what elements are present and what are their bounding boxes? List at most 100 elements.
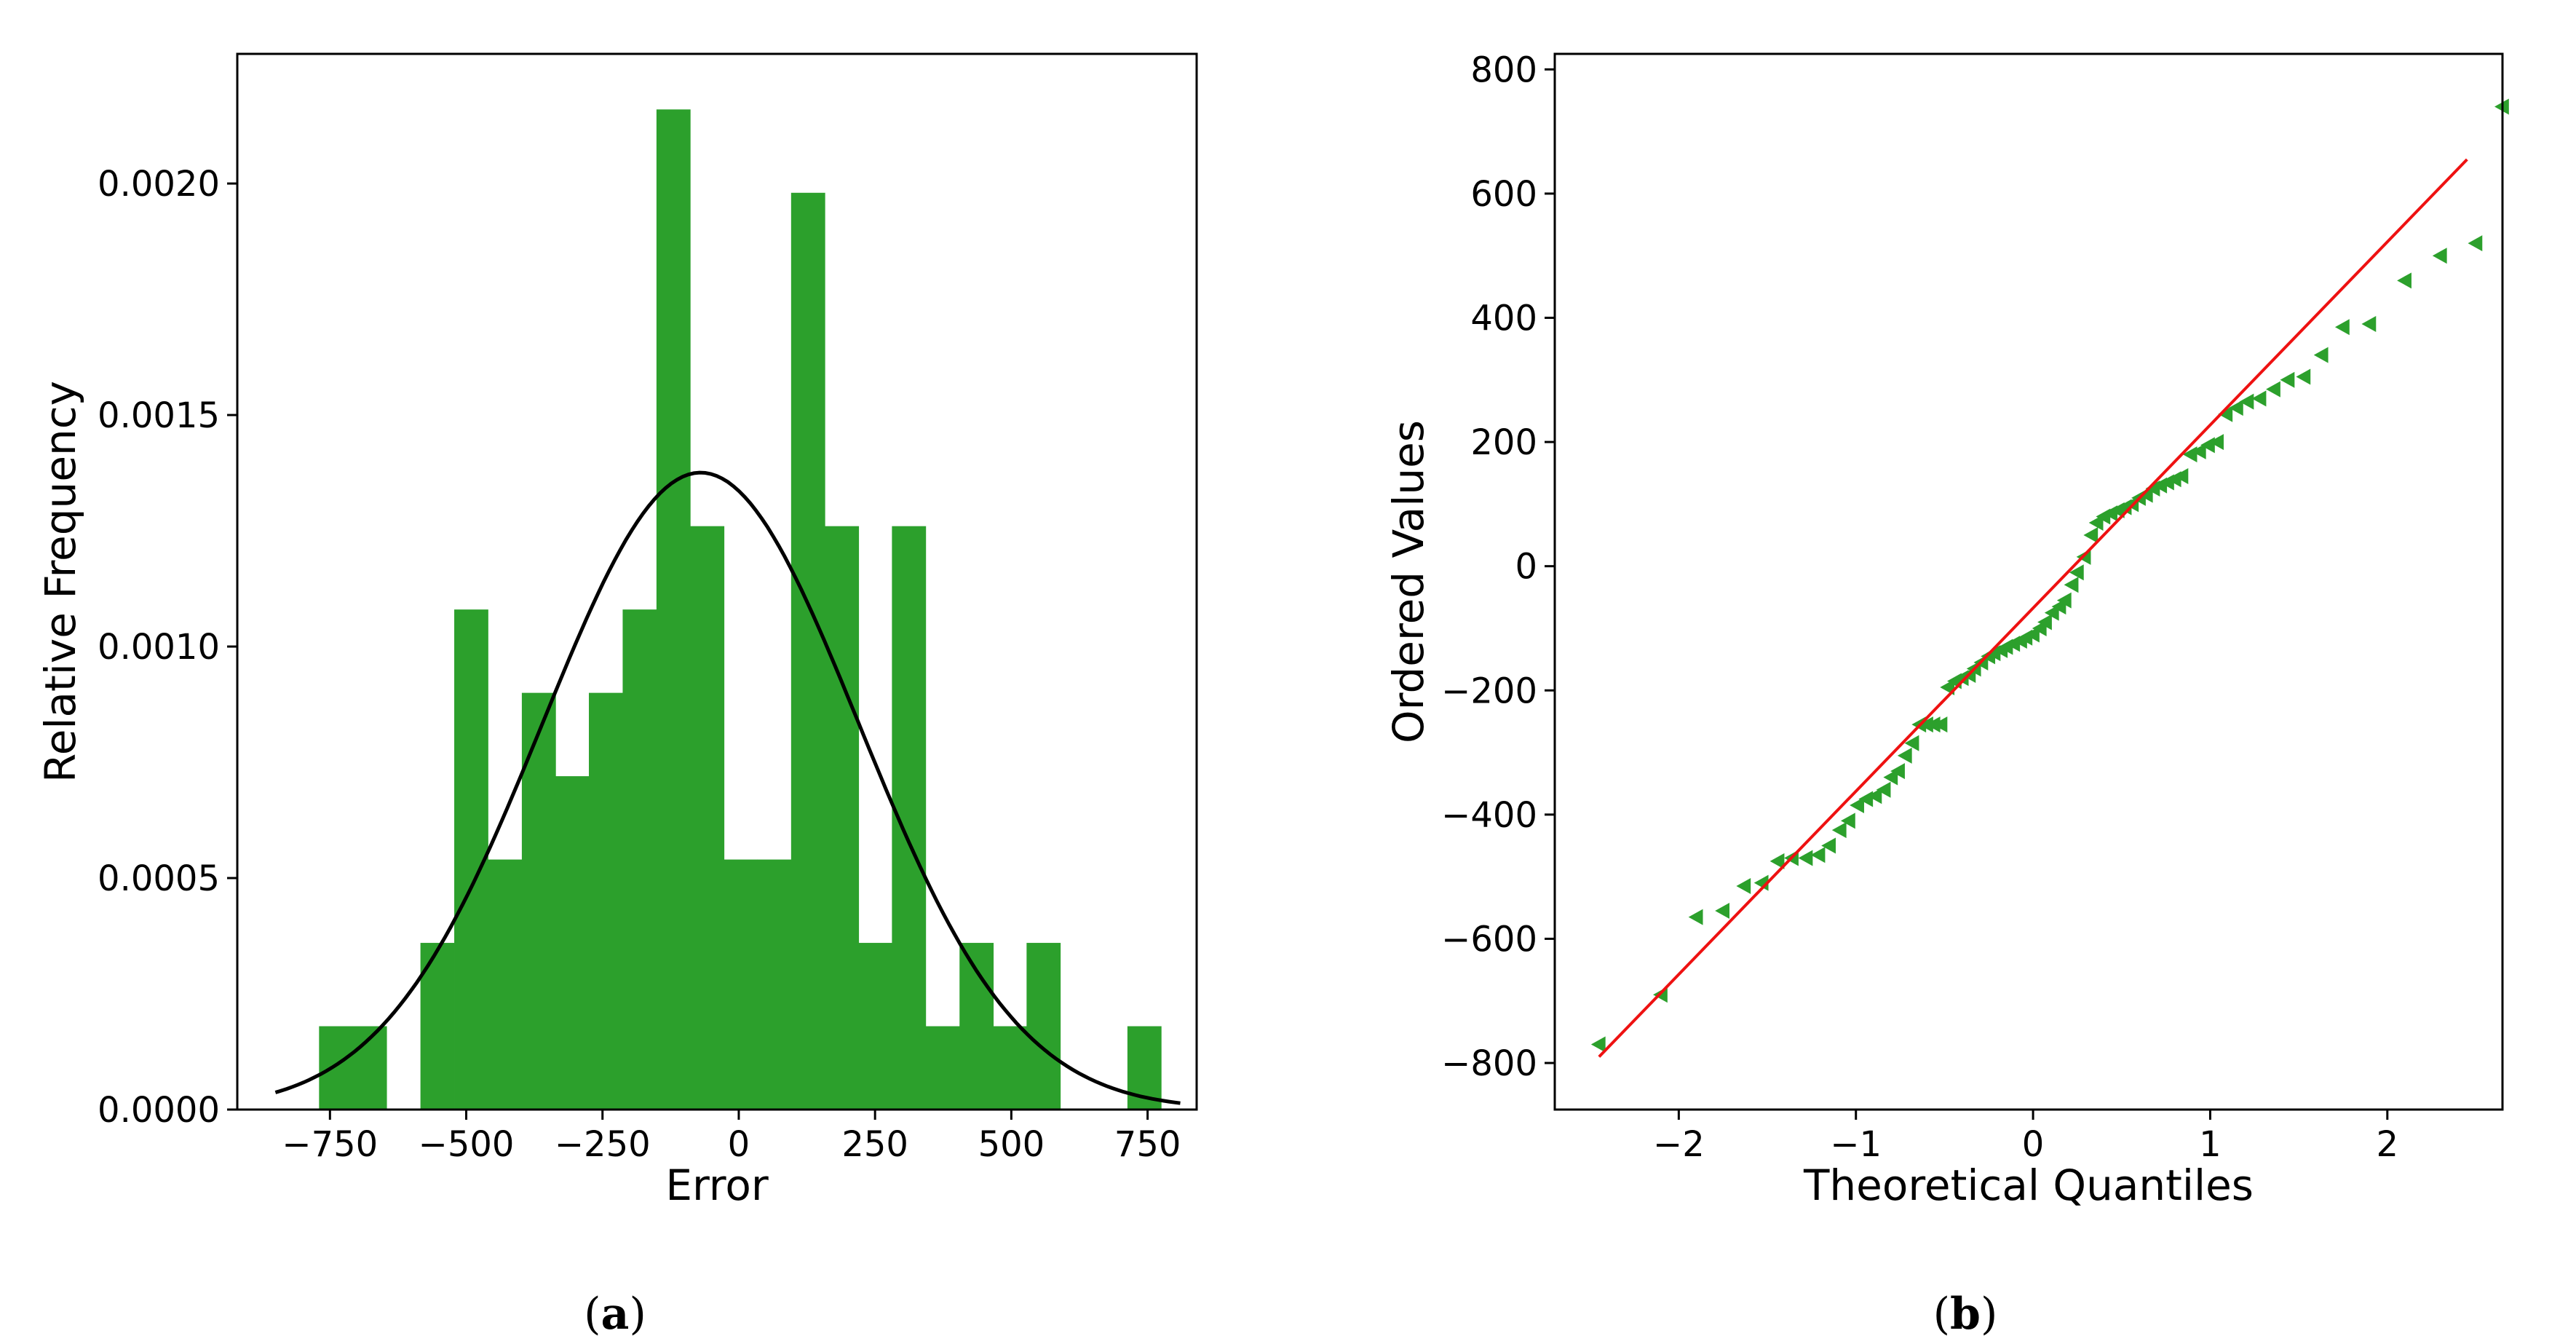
qq-point: [1715, 903, 1729, 920]
qq-point: [2044, 604, 2059, 621]
qq-x-ticks: −2 −1 0 1 2: [1653, 1110, 2398, 1165]
qq-point: [1890, 763, 1905, 780]
histogram-bar: [790, 192, 825, 1110]
histogram-bar: [319, 1026, 354, 1110]
histogram-bar: [488, 859, 523, 1110]
qq-point: [1798, 850, 1813, 866]
qq-y-tick-label: −800: [1441, 1043, 1537, 1084]
histogram-bar: [925, 1026, 960, 1110]
qq-point: [1831, 822, 1847, 839]
histogram-bar: [757, 859, 792, 1110]
histogram-x-tick-label: 250: [841, 1124, 908, 1165]
qq-point: [1821, 837, 1836, 854]
histogram-x-tick-label: −500: [419, 1124, 515, 1165]
qq-point: [1876, 781, 1891, 798]
normal-fit-curve: [274, 470, 1181, 1105]
qq-reference-line: [1598, 158, 2468, 1058]
histogram-bar: [992, 1026, 1027, 1110]
histogram-y-tick-label: 0.0020: [98, 164, 220, 205]
histogram-y-ticks: 0.0000 0.0005 0.0010 0.0015 0.0020: [98, 164, 237, 1131]
qq-point: [2173, 468, 2189, 484]
qq-point: [2138, 486, 2153, 503]
qq-point: [2056, 592, 2072, 609]
histogram-frame: [236, 52, 1198, 1111]
qq-point: [1897, 747, 1912, 764]
qq-point: [2266, 381, 2280, 398]
qq-point: [2124, 496, 2139, 513]
qq-point: [2296, 368, 2311, 385]
qq-plot-area: [1590, 98, 2509, 1058]
qq-point: [2228, 400, 2243, 416]
qq-y-tick-label: 400: [1470, 299, 1537, 339]
qq-point: [1810, 847, 1826, 863]
histogram-bar: [825, 526, 860, 1110]
qq-point: [2209, 434, 2224, 451]
histogram-bar: [589, 692, 623, 1110]
histogram-bar: [690, 526, 725, 1110]
histogram-bar: [656, 109, 691, 1110]
qq-point: [2025, 626, 2040, 643]
qq-y-tick-label: 600: [1470, 174, 1537, 215]
histogram-bar: [622, 609, 657, 1110]
histogram-bar: [555, 776, 590, 1110]
qq-point: [1736, 877, 1751, 894]
qq-x-tick-label: −1: [1830, 1124, 1882, 1165]
panel-label-b: (b): [1933, 1289, 1998, 1340]
qq-point: [2397, 272, 2411, 289]
qq-point: [1933, 716, 1948, 733]
qq-point: [2088, 514, 2104, 531]
qq-point: [1867, 788, 1882, 805]
histogram-y-tick-label: 0.0000: [98, 1090, 220, 1131]
histogram-y-tick-label: 0.0015: [98, 395, 220, 436]
histogram-x-ticks: −750 −500 −250 0 250 500 750: [282, 1110, 1181, 1165]
qq-point: [2432, 248, 2447, 264]
qq-point: [2182, 446, 2197, 463]
qq-point: [2468, 235, 2483, 252]
qq-x-tick-label: −2: [1653, 1124, 1705, 1165]
histogram-x-tick-label: −250: [555, 1124, 651, 1165]
qq-point: [2083, 527, 2099, 544]
qq-x-tick-label: 0: [2022, 1124, 2045, 1165]
qq-plot-panel: −2 −1 0 1 2 −800 −600 −400 −200 0 200 400 600 800 Th…: [1384, 50, 2509, 1340]
qq-point: [2191, 443, 2206, 459]
qq-y-label: Ordered Values: [1384, 420, 1433, 743]
qq-point: [2064, 577, 2079, 593]
qq-point: [2280, 371, 2295, 388]
qq-y-tick-label: 800: [1470, 50, 1537, 90]
qq-y-ticks: −800 −600 −400 −200 0 200 400 600 800: [1441, 50, 1555, 1084]
qq-point: [1769, 853, 1785, 869]
histogram-x-tick-label: 500: [978, 1124, 1045, 1165]
qq-y-tick-label: 0: [1515, 547, 1537, 588]
panel-label-b-letter: b: [1950, 1289, 1981, 1340]
qq-point: [2218, 406, 2233, 422]
qq-y-tick-label: −400: [1441, 795, 1537, 836]
histogram-x-tick-label: 750: [1114, 1124, 1181, 1165]
histogram-plot-area: [274, 109, 1181, 1110]
qq-point: [1688, 909, 1703, 925]
qq-y-tick-label: −600: [1441, 919, 1537, 960]
qq-point: [1883, 769, 1898, 786]
histogram-bar: [1026, 943, 1061, 1110]
qq-point: [1904, 735, 1919, 751]
qq-point: [2069, 564, 2084, 581]
histogram-y-label: Relative Frequency: [36, 381, 85, 783]
histogram-x-tick-label: 0: [728, 1124, 750, 1165]
qq-y-tick-label: 200: [1470, 422, 1537, 463]
histogram-panel: −750 −500 −250 0 250 500 750 0.0000 0.0005 0.001…: [36, 52, 1198, 1340]
qq-frame: [1553, 52, 2504, 1111]
histogram-x-label: Error: [665, 1161, 769, 1210]
qq-y-tick-label: −200: [1441, 671, 1537, 711]
qq-x-tick-label: 2: [2377, 1124, 2399, 1165]
qq-point: [2239, 393, 2254, 410]
qq-point: [2361, 316, 2377, 333]
qq-point: [2251, 390, 2267, 407]
qq-point: [1590, 1036, 1606, 1053]
qq-point: [2037, 614, 2052, 631]
histogram-bar: [521, 692, 556, 1110]
panel-label-a-letter: a: [601, 1289, 630, 1340]
qq-point: [1840, 813, 1855, 829]
histogram-y-tick-label: 0.0005: [98, 858, 220, 899]
histogram-x-tick-label: −750: [282, 1124, 378, 1165]
panel-label-a: (a): [584, 1289, 646, 1340]
